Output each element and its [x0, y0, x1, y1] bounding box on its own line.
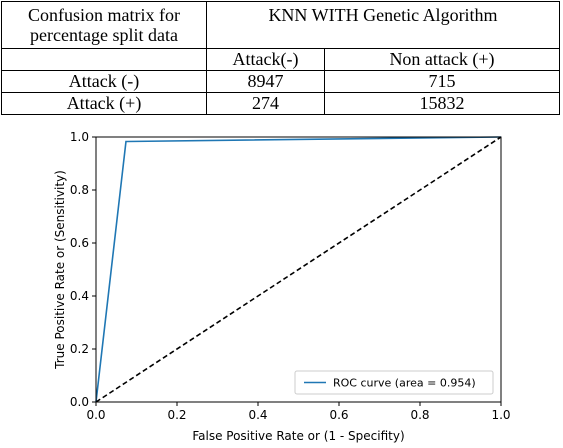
x-tick-label: 0.2 [167, 408, 186, 422]
x-axis-label: False Positive Rate or (1 - Specifity) [192, 429, 404, 443]
row-label: Attack (-) [1, 70, 207, 93]
legend-label: ROC curve (area = 0.954) [333, 377, 476, 390]
corner-label: Confusion matrix for percentage split da… [1, 1, 207, 49]
y-tick-label: 1.0 [70, 130, 89, 144]
corner-label-line2: percentage split data [30, 25, 178, 45]
series-layer [95, 136, 502, 403]
table-cell: 8947 [206, 70, 325, 93]
x-axis-ticks: 0.0 0.2 0.4 0.6 0.8 1.0 [86, 402, 511, 422]
y-axis-ticks: 0.0 0.2 0.4 0.6 0.8 1.0 [70, 130, 96, 409]
x-tick-label: 0.6 [329, 408, 348, 422]
column-header: Attack(-) [206, 48, 325, 71]
y-tick-label: 0.2 [70, 342, 89, 356]
x-tick-label: 0.0 [86, 408, 105, 422]
confusion-matrix-table: Confusion matrix for percentage split da… [1, 1, 560, 115]
table-cell: 274 [206, 92, 325, 115]
legend: ROC curve (area = 0.954) [294, 370, 494, 395]
x-tick-label: 0.8 [410, 408, 429, 422]
table-cell: 715 [324, 70, 560, 93]
roc-curve-line [95, 136, 502, 403]
y-tick-label: 0.6 [70, 236, 89, 250]
plot-frame [95, 136, 502, 403]
table-title: KNN WITH Genetic Algorithm [206, 1, 560, 49]
y-tick-label: 0.4 [70, 289, 89, 303]
y-axis-label: True Positive Rate or (Sensitivity) [53, 170, 67, 370]
row-label: Attack (+) [1, 92, 207, 115]
table-row: Attack (+) 274 15832 [1, 92, 560, 115]
empty-header-cell [1, 48, 207, 71]
table-header-row: Confusion matrix for percentage split da… [1, 1, 560, 49]
table-row: Attack (-) 8947 715 [1, 70, 560, 93]
table-cell: 15832 [324, 92, 560, 115]
column-header-row: Attack(-) Non attack (+) [1, 48, 560, 71]
x-tick-label: 1.0 [491, 408, 510, 422]
column-header: Non attack (+) [324, 48, 560, 71]
roc-chart: 0.0 0.2 0.4 0.6 0.8 1.0 0.0 0.2 0.4 0.6 0.8 1.0 Fa… [53, 130, 511, 443]
legend-box [294, 370, 494, 395]
x-tick-label: 0.4 [248, 408, 267, 422]
diagonal-reference-line [95, 136, 502, 403]
y-tick-label: 0.0 [70, 395, 89, 409]
corner-label-line1: Confusion matrix for [28, 5, 180, 25]
y-tick-label: 0.8 [70, 183, 89, 197]
